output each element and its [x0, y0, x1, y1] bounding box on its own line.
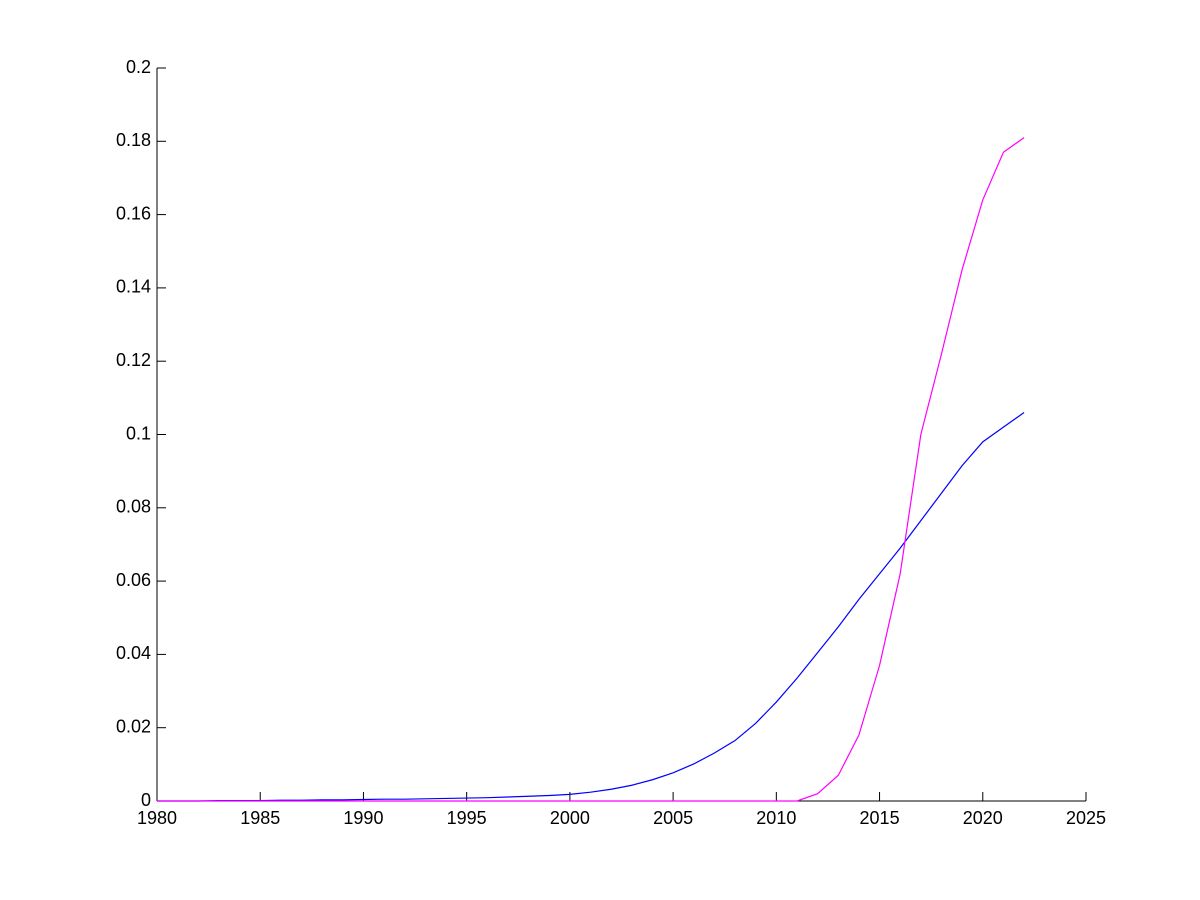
- x-tick-label: 2025: [1066, 808, 1106, 828]
- x-tick-label: 2015: [860, 808, 900, 828]
- y-tick-label: 0.06: [116, 570, 151, 590]
- line: [157, 137, 1025, 802]
- x-tick-label: 1990: [343, 808, 383, 828]
- y-tick-label: 0.16: [116, 203, 151, 223]
- x-tick-label: 2010: [756, 808, 796, 828]
- x-tick-label: 2005: [653, 808, 693, 828]
- y-tick-label: 0.1: [126, 423, 151, 443]
- y-tick-label: 0: [141, 790, 151, 810]
- y-tick-label: 0.02: [116, 716, 151, 736]
- y-tick-label: 0.2: [126, 57, 151, 77]
- x-tick-label: 2020: [963, 808, 1003, 828]
- x-tick-label: 1995: [447, 808, 487, 828]
- line: [157, 412, 1025, 802]
- x-tick-label: 1980: [137, 808, 177, 828]
- x-tick-label: 1985: [240, 808, 280, 828]
- y-tick-label: 0.14: [116, 277, 151, 297]
- y-tick-label: 0.12: [116, 350, 151, 370]
- y-tick-label: 0.18: [116, 130, 151, 150]
- y-tick-label: 0.04: [116, 643, 151, 663]
- y-tick-label: 0.08: [116, 497, 151, 517]
- x-tick-label: 2000: [550, 808, 590, 828]
